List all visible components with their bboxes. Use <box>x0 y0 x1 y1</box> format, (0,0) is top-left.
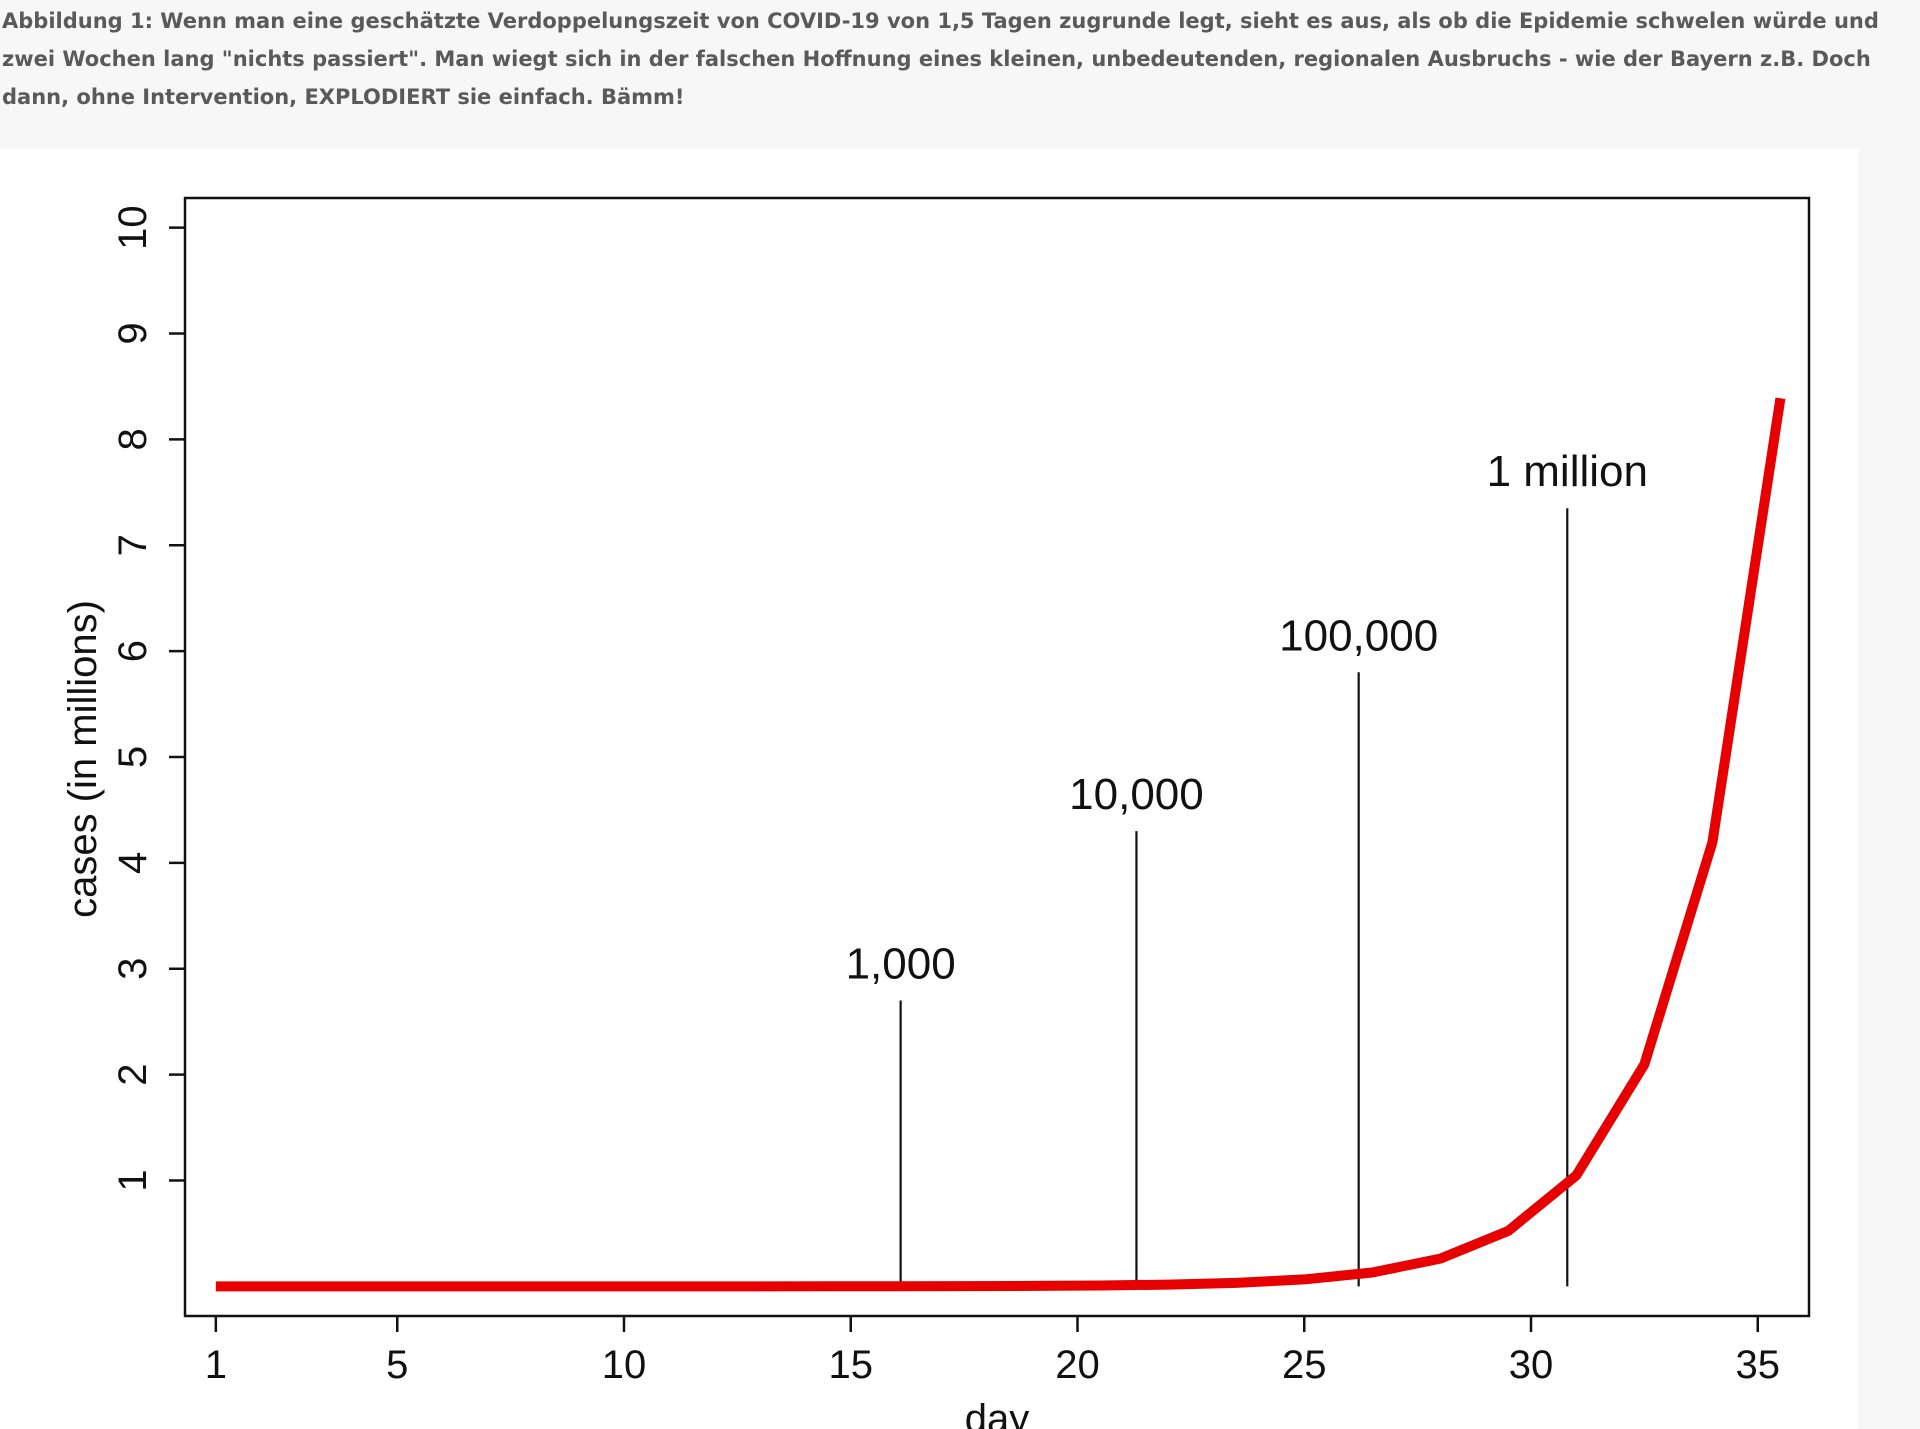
y-tick-label: 10 <box>111 205 155 250</box>
x-tick-label: 1 <box>205 1343 227 1387</box>
y-tick-label: 4 <box>111 852 155 874</box>
x-tick-label: 10 <box>602 1343 647 1387</box>
x-tick-label: 5 <box>386 1343 408 1387</box>
annotation-label: 1 million <box>1487 447 1648 496</box>
x-tick-label: 25 <box>1282 1343 1327 1387</box>
y-tick-label: 5 <box>111 746 155 768</box>
y-tick-label: 9 <box>111 322 155 344</box>
x-tick-label: 20 <box>1055 1343 1100 1387</box>
x-axis-label: day <box>965 1397 1030 1429</box>
data-line <box>215 397 1786 1292</box>
annotation-label: 10,000 <box>1069 770 1204 819</box>
x-tick-label: 30 <box>1509 1343 1554 1387</box>
y-tick-label: 3 <box>111 958 155 980</box>
y-tick-label: 6 <box>111 640 155 662</box>
chart-panel <box>0 149 1858 1429</box>
y-tick-label: 7 <box>111 534 155 556</box>
annotation-label: 1,000 <box>846 940 956 989</box>
x-tick-label: 35 <box>1736 1343 1781 1387</box>
y-axis-label: cases (in millions) <box>61 600 105 918</box>
y-tick-label: 1 <box>111 1169 155 1191</box>
caption: Abbildung 1: Wenn man eine geschätzte Ve… <box>2 9 1879 109</box>
y-tick-label: 2 <box>111 1063 155 1085</box>
plot-frame <box>183 196 1811 1318</box>
annotation-label: 100,000 <box>1279 611 1438 660</box>
x-tick-label: 15 <box>828 1343 873 1387</box>
y-tick-label: 8 <box>111 428 155 450</box>
